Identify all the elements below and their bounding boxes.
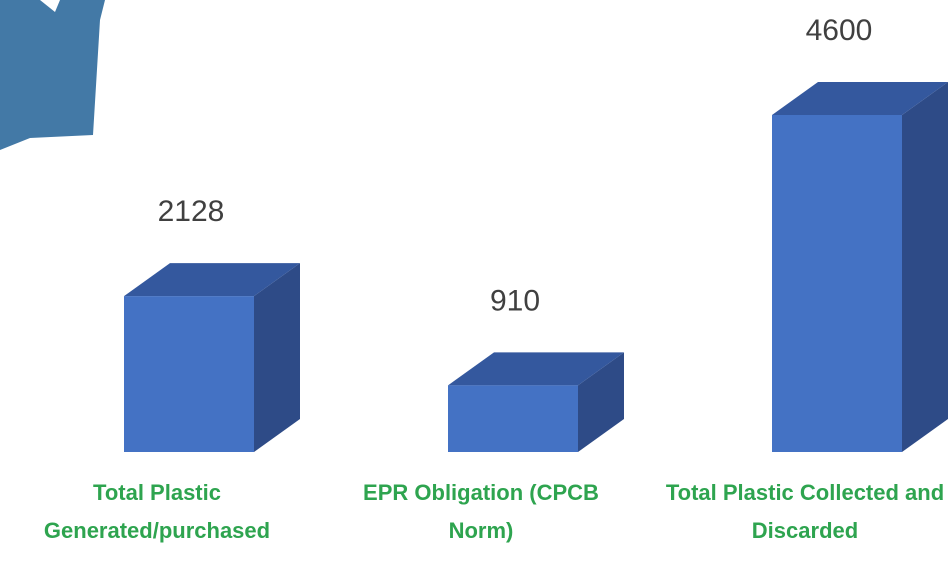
bar	[772, 115, 902, 452]
value-label: 2128	[158, 195, 225, 228]
bar-side	[254, 263, 300, 452]
page: 2128 910 4600 Total Plastic Generated/purc…	[0, 0, 951, 572]
category-label: Total Plastic Generated/purchased	[12, 474, 302, 550]
value-label: 910	[490, 284, 540, 317]
bar-side	[902, 82, 948, 452]
category-label: EPR Obligation (CPCB Norm)	[336, 474, 626, 550]
category-label: Total Plastic Collected and Discarded	[660, 474, 950, 550]
bar	[448, 385, 578, 452]
bar	[124, 296, 254, 452]
value-label: 4600	[806, 14, 873, 47]
decoration	[0, 0, 105, 150]
